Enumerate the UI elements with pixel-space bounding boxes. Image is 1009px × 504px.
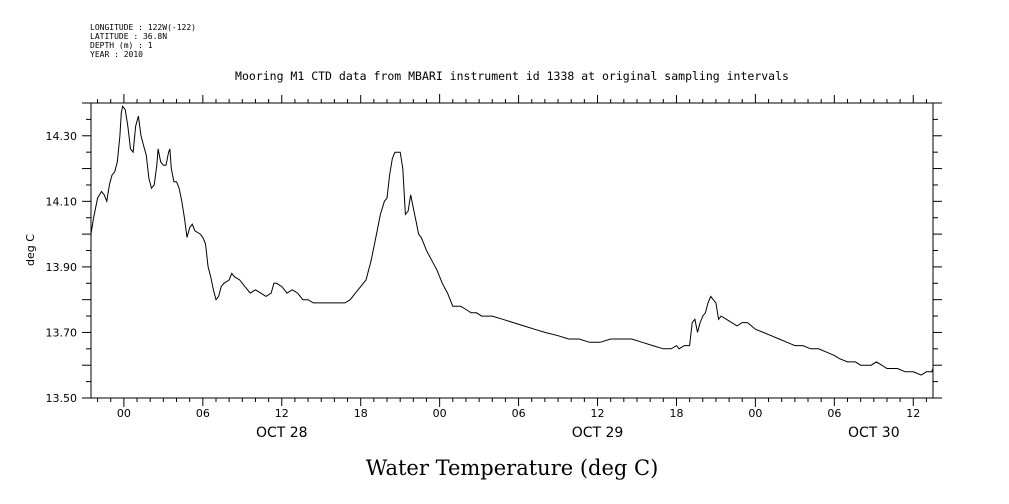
metadata-depth: DEPTH (m) : 1 xyxy=(90,41,153,50)
water-temperature-line xyxy=(90,105,934,395)
metadata-longitude: LONGITUDE : 122W(-122) xyxy=(90,23,196,32)
y-tick-label: 13.70 xyxy=(46,326,78,339)
x-tick-label: 18 xyxy=(354,407,368,420)
day-label: OCT 29 xyxy=(572,425,624,441)
x-tick-label: 06 xyxy=(196,407,210,420)
metadata-year: YEAR : 2010 xyxy=(90,50,143,59)
x-tick-label: 12 xyxy=(275,407,289,420)
y-axis: 13.50 13.70 13.90 14.10 14.30 xyxy=(46,102,942,405)
x-axis-label: Water Temperature (deg C) xyxy=(366,456,659,480)
x-tick-label: 18 xyxy=(669,407,683,420)
y-tick-label: 13.90 xyxy=(46,261,78,274)
y-tick-label: 14.10 xyxy=(46,195,78,208)
x-tick-label: 00 xyxy=(748,407,762,420)
metadata-block: LONGITUDE : 122W(-122) LATITUDE : 36.8N … xyxy=(90,23,196,59)
x-tick-label: 00 xyxy=(433,407,447,420)
x-tick-label: 12 xyxy=(906,407,920,420)
y-tick-label: 13.50 xyxy=(46,392,78,405)
metadata-latitude: LATITUDE : 36.8N xyxy=(90,32,167,41)
day-label: OCT 28 xyxy=(256,425,308,441)
chart-title: Mooring M1 CTD data from MBARI instrumen… xyxy=(235,69,789,83)
x-axis: 00 06 12 18 00 06 12 18 00 06 12 OCT 28 OCT 29 OCT 30 xyxy=(97,94,927,441)
x-tick-label: 00 xyxy=(117,407,131,420)
x-tick-label: 06 xyxy=(827,407,841,420)
y-axis-label: deg C xyxy=(24,234,37,266)
plot-frame xyxy=(90,102,934,399)
y-tick-label: 14.30 xyxy=(46,130,78,143)
x-tick-label: 06 xyxy=(512,407,526,420)
day-label: OCT 30 xyxy=(848,425,900,441)
x-tick-label: 12 xyxy=(591,407,605,420)
